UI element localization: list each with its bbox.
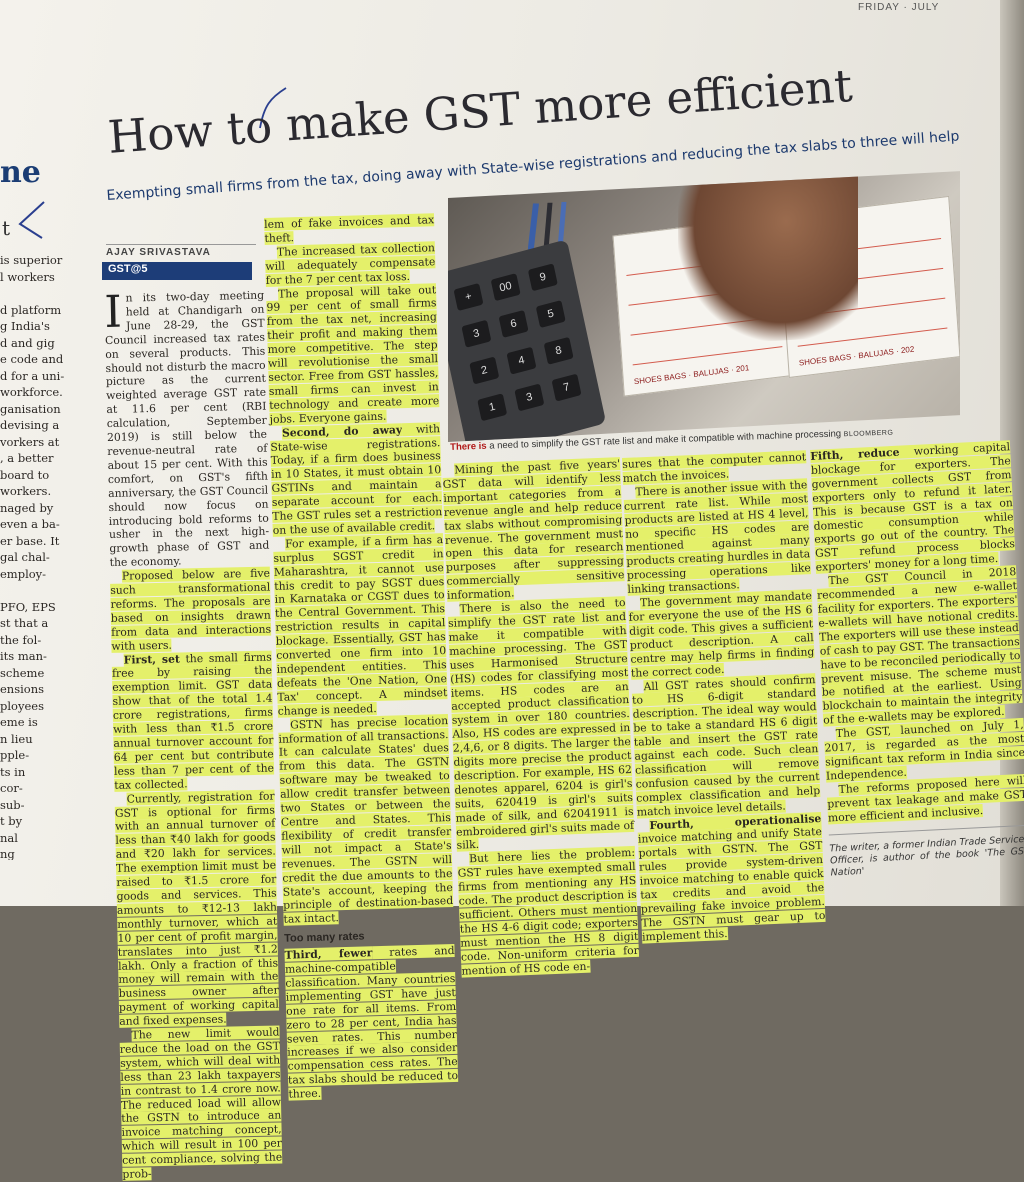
pen-mark-arrow-icon — [18, 201, 45, 239]
adjacent-subhead-fragment: t — [2, 216, 11, 240]
adjacent-text-line: employ- — [0, 566, 47, 581]
adjacent-text-line: devising a — [0, 418, 60, 432]
adjacent-text-line: gal chal- — [0, 550, 50, 564]
adjacent-text-line: g India's — [0, 319, 50, 333]
bill-left-text: SHOES BAGS · BALUJAS · 201 — [633, 363, 750, 387]
adjacent-text-line: vorkers at — [0, 434, 60, 449]
adjacent-text-lines: is superior l workers d platform g India's… — [0, 252, 64, 860]
col1-lead: First, set — [123, 652, 181, 667]
col5-paragraph: The GST Council in 2018 recommended a ne… — [816, 565, 1023, 727]
col2-paragraph: rates and machine-compatible classificat… — [284, 944, 459, 1101]
col1-paragraph: Proposed below are five such transformat… — [110, 566, 272, 653]
caption-credit: BLOOMBERG — [843, 429, 894, 439]
article-byline: AJAY SRIVASTAVA — [106, 244, 256, 258]
col2-paragraph: lem of fake invoices and tax theft. — [264, 213, 435, 245]
calculator-key: 7 — [551, 373, 582, 402]
calculator-key: 4 — [506, 346, 537, 375]
col2-paragraph: The proposal will take out 99 per cent o… — [266, 282, 440, 426]
caption-lead: There is — [450, 440, 487, 453]
adjacent-text-line: pple- — [0, 748, 30, 762]
calculator-key: 8 — [543, 336, 574, 365]
dateline: FRIDAY · JULY — [858, 2, 940, 13]
adjacent-text-line: scheme — [0, 665, 45, 680]
calculator-key: 3 — [514, 383, 545, 412]
col1-paragraph: the small firms free by raising the exem… — [111, 650, 275, 792]
adjacent-text-line: sub- — [0, 797, 25, 812]
col5-paragraph: The reforms proposed here will prevent t… — [826, 773, 1024, 825]
adjacent-text-line: d and gig — [0, 335, 55, 350]
section-tag: GST@5 — [102, 262, 252, 280]
col4-paragraph: invoice matching and unify State portals… — [637, 811, 826, 944]
col2-paragraph: GSTN has precise location information of… — [278, 713, 454, 927]
adjacent-text-line: ensions — [0, 682, 45, 696]
col4-paragraph: There is another issue with the current … — [623, 478, 812, 597]
adjacent-headline-fragment: ne — [0, 155, 41, 190]
bill-right-text: SHOES BAGS · BALUJAS · 202 — [798, 344, 915, 368]
col1-paragraph: n its two-day meeting held at Chandigarh… — [104, 288, 270, 570]
adjacent-text-line — [0, 285, 64, 302]
adjacent-text-line: the fol- — [0, 632, 42, 647]
adjacent-text-line: eme is — [0, 715, 38, 729]
adjacent-text-line: d for a uni- — [0, 368, 65, 383]
col5-paragraph: The GST, launched on July 1, 2017, is re… — [824, 718, 1024, 783]
calculator-key: 1 — [477, 393, 508, 422]
col2-paragraph: The increased tax collection will adequa… — [265, 241, 436, 287]
article-column-2: lem of fake invoices and tax theft. The … — [264, 213, 459, 1101]
article-column-5: Fifth, reduce working capital blockage f… — [810, 440, 1024, 880]
calculator-key: 6 — [498, 309, 529, 338]
col2-paragraph: For example, if a firm has a surplus SGS… — [273, 532, 448, 718]
calculator-key: 3 — [461, 319, 492, 348]
col3-paragraph: There is also the need to simplify the G… — [447, 596, 635, 853]
author-note: The writer, a former Indian Trade Servic… — [828, 825, 1024, 880]
adjacent-text-line: d platform — [0, 302, 62, 317]
article-column-4: sures that the computer cannot match the… — [622, 450, 826, 944]
calculator-key: 2 — [469, 356, 500, 385]
adjacent-text-line: ng — [0, 847, 15, 860]
adjacent-text-line: even a ba- — [0, 517, 60, 531]
calculator-key: 00 — [490, 273, 521, 302]
adjacent-text-line: st that a — [0, 616, 49, 630]
adjacent-text-line: e code and — [0, 352, 64, 366]
adjacent-text-line: PFO, EPS — [0, 599, 56, 614]
article-photo: +00 9 3 6 5 2 4 8 1 3 7 SHOES BAGS · BALUJAS · 201… — [448, 171, 960, 442]
adjacent-article-fragment: ne t is superior l workers d platform g In… — [0, 140, 72, 860]
hand-image — [678, 171, 858, 346]
adjacent-text-line — [0, 582, 64, 599]
adjacent-text-line: t by — [0, 814, 23, 828]
adjacent-text-line: n lieu — [0, 731, 33, 746]
col3-paragraph: Mining the past five years' GST data wil… — [442, 457, 625, 603]
col4-paragraph: All GST rates should confirm to HS 6-dig… — [631, 672, 821, 819]
col4-paragraph: The government may mandate for everyone … — [628, 589, 815, 680]
calculator-key: + — [453, 283, 484, 312]
adjacent-text-line: is superior — [0, 253, 63, 267]
calculator-key: 5 — [535, 300, 566, 329]
pen-mark-tick-icon — [259, 87, 287, 129]
adjacent-text-line: l workers — [0, 269, 55, 284]
calculator-key: 9 — [527, 263, 558, 292]
col3-paragraph: But here lies the problem: GST rules hav… — [457, 846, 640, 978]
article-column-3: Mining the past five years' GST data wil… — [442, 457, 640, 978]
col1-paragraph: The new limit would reduce the load on t… — [119, 1025, 283, 1181]
adjacent-text-line: , a better — [0, 451, 54, 465]
adjacent-text-line: workforce. — [0, 385, 63, 399]
adjacent-text-line: naged by — [0, 500, 54, 515]
adjacent-text-line: nal — [0, 830, 18, 845]
adjacent-text-line: ts in — [0, 764, 26, 779]
adjacent-text-line: ployees — [0, 698, 44, 713]
adjacent-text-line: er base. It — [0, 533, 60, 548]
col1-paragraph: Currently, registration for GST is optio… — [114, 789, 280, 1028]
adjacent-text-line: its man- — [0, 649, 47, 663]
adjacent-text-line: cor- — [0, 781, 23, 795]
col2-lead: Third, fewer — [284, 946, 373, 962]
adjacent-text-line: workers. — [0, 484, 52, 498]
adjacent-text-line: ganisation — [0, 401, 61, 416]
adjacent-text-line: board to — [0, 467, 50, 482]
dropcap: I — [103, 286, 123, 338]
